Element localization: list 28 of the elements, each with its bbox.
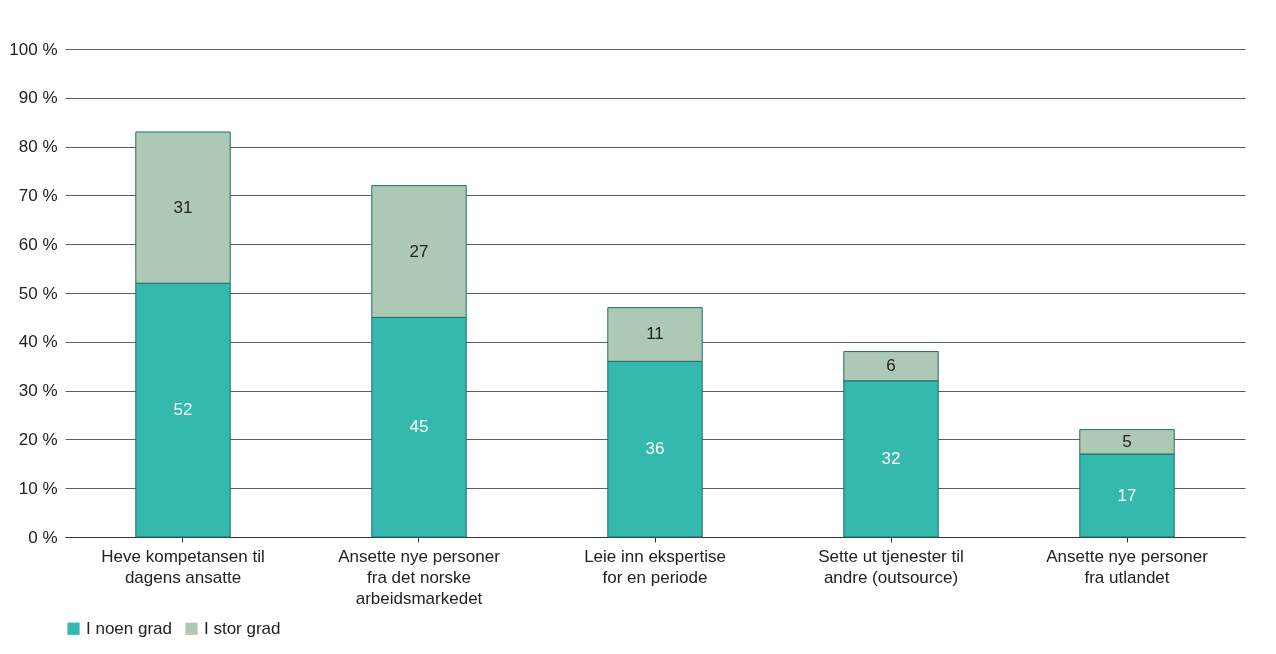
data-label: 52: [173, 400, 193, 420]
data-label: 27: [409, 241, 429, 261]
data-label: 5: [1122, 431, 1132, 451]
x-tick-label: Heve kompetansen til dagens ansatte: [101, 546, 265, 587]
y-tick-label: 50 %: [18, 283, 58, 303]
legend-label: I stor grad: [204, 618, 281, 638]
x-tick-label: Ansette nye personer fra utlandet: [1046, 546, 1209, 587]
y-tick-label: 30 %: [18, 381, 58, 401]
x-tick-label: Sette ut tjenester til andre (outsource): [818, 546, 964, 587]
y-tick-label: 100 %: [9, 39, 58, 59]
data-label: 11: [646, 324, 664, 344]
data-label: 32: [881, 448, 901, 468]
y-tick-label: 0 %: [28, 527, 58, 547]
x-tick-label: Ansette nye personer fra det norske arbeidsmarkedet: [338, 546, 501, 608]
y-tick-label: 20 %: [18, 429, 58, 449]
data-label: 45: [409, 417, 429, 437]
y-tick-label: 70 %: [18, 185, 58, 205]
y-tick-label: 10 %: [18, 478, 58, 498]
data-label: 17: [1117, 485, 1137, 505]
y-tick-label: 90 %: [18, 88, 58, 108]
data-label: 31: [173, 197, 193, 217]
x-tick-label: Leie inn ekspertise for en periode: [584, 546, 726, 587]
y-tick-label: 40 %: [18, 332, 58, 352]
data-label: 36: [645, 439, 665, 459]
y-tick-label: 60 %: [18, 234, 58, 254]
y-tick-label: 80 %: [18, 137, 58, 157]
data-label: 6: [886, 356, 896, 376]
legend-label: I noen grad: [86, 618, 173, 638]
